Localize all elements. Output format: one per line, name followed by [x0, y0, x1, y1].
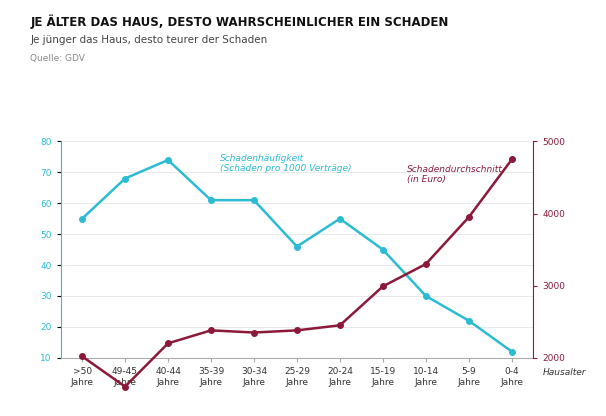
Text: Je jünger das Haus, desto teurer der Schaden: Je jünger das Haus, desto teurer der Sch…: [30, 35, 268, 45]
Text: Schadenhäufigkeit
(Schäden pro 1000 Verträge): Schadenhäufigkeit (Schäden pro 1000 Vert…: [219, 154, 351, 173]
Text: Schadendurchschnitt
(in Euro): Schadendurchschnitt (in Euro): [407, 164, 502, 184]
Text: JE ÄLTER DAS HAUS, DESTO WAHRSCHEINLICHER EIN SCHADEN: JE ÄLTER DAS HAUS, DESTO WAHRSCHEINLICHE…: [30, 15, 448, 29]
Text: Hausalter: Hausalter: [542, 368, 586, 377]
Text: Quelle: GDV: Quelle: GDV: [30, 54, 85, 63]
